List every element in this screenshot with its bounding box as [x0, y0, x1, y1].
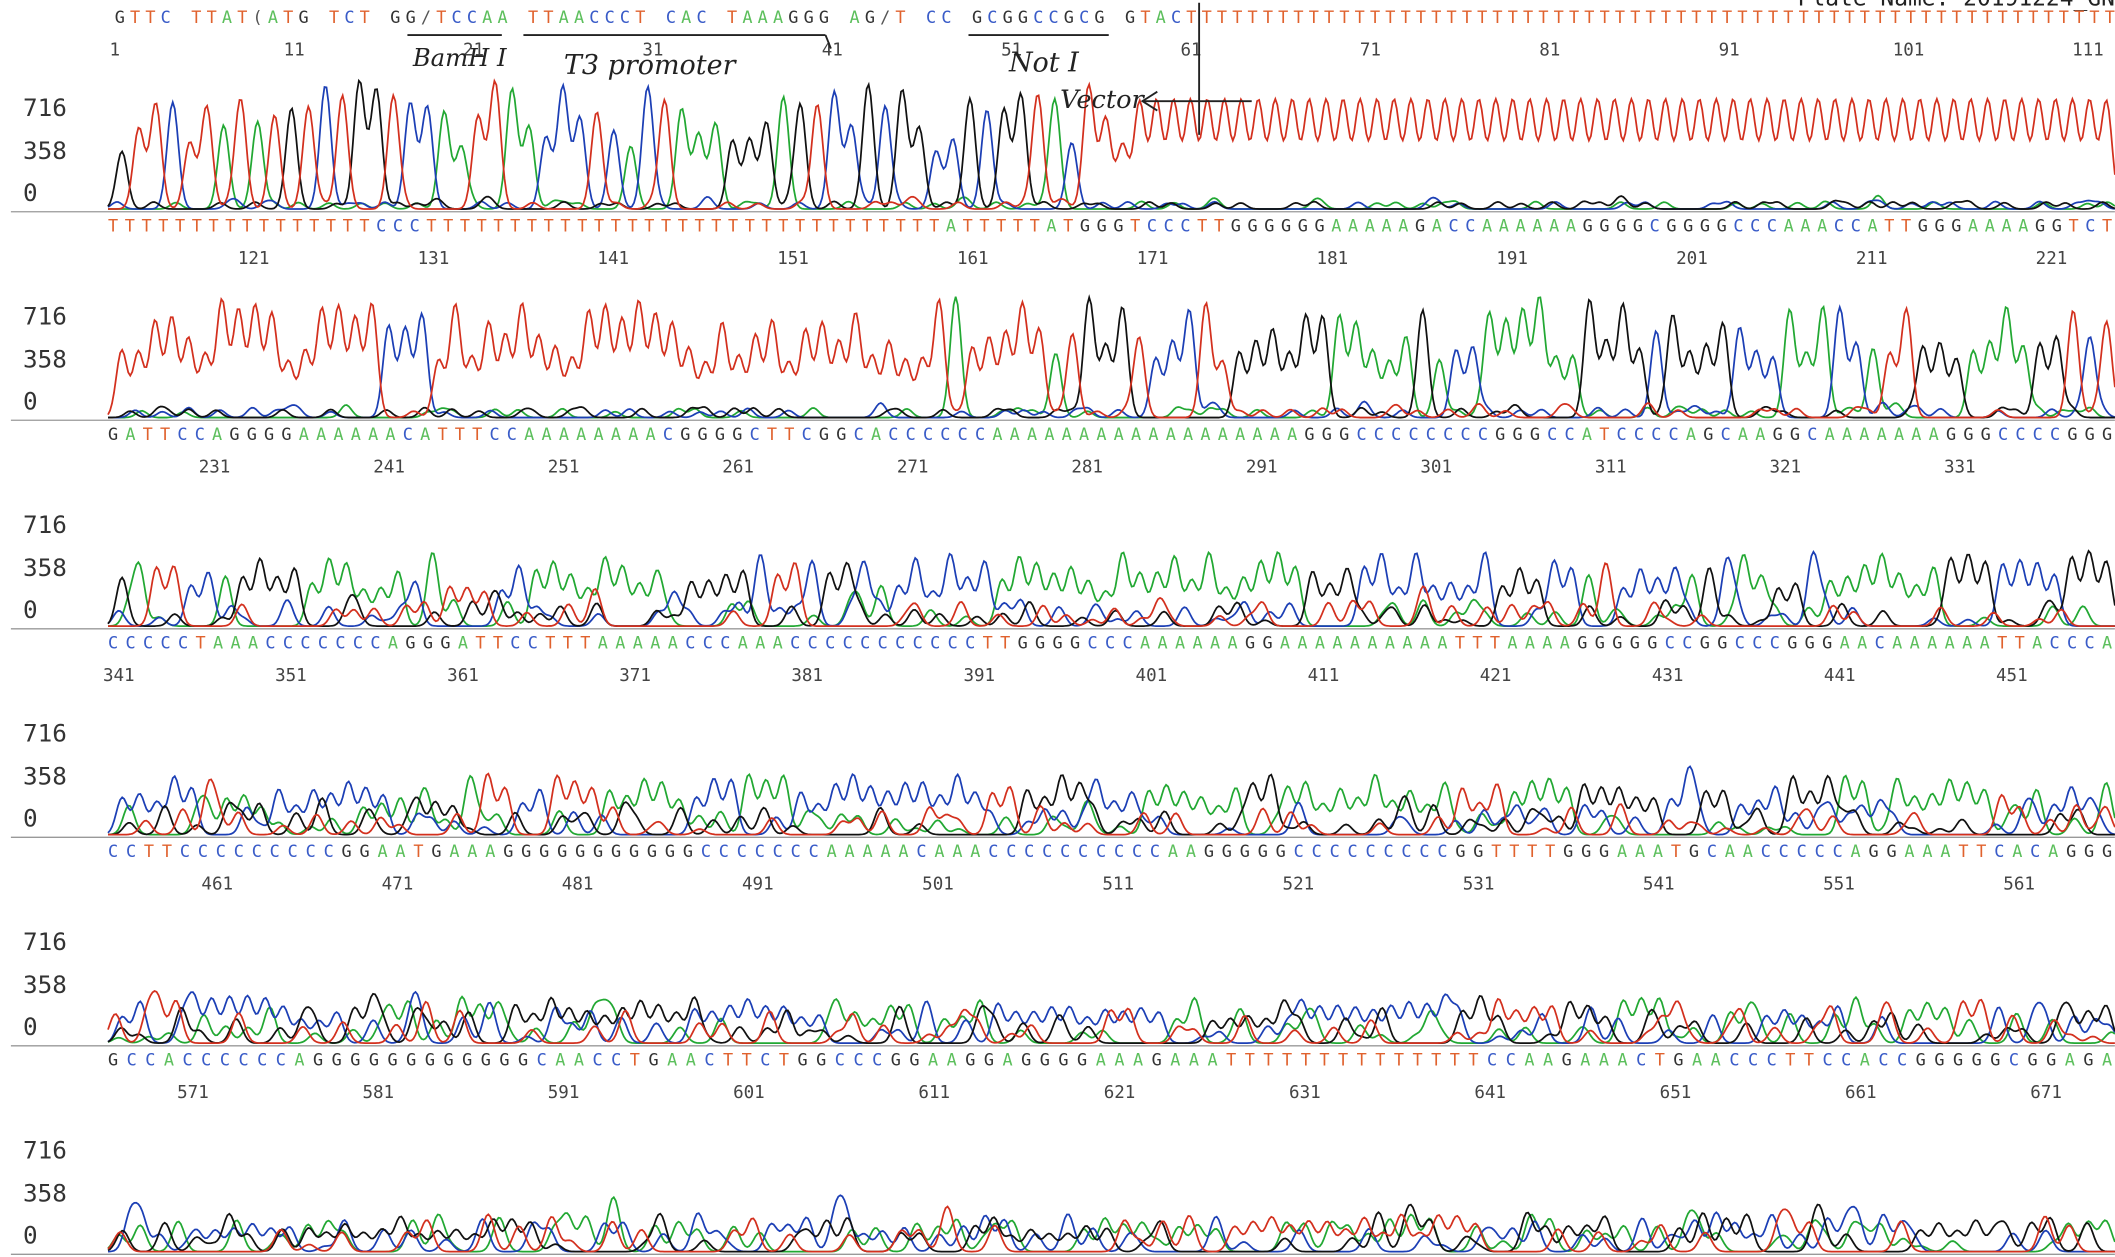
y-axis-label: 716 — [23, 927, 67, 956]
t3-label: T3 promoter — [564, 50, 738, 81]
position-label: 541 — [1643, 874, 1675, 894]
y-axis-label: 0 — [23, 1221, 38, 1250]
position-label: 671 — [2030, 1083, 2062, 1103]
bamhi-label: BamH I — [412, 43, 507, 72]
position-label: 621 — [1104, 1083, 1136, 1103]
position-label: 261 — [722, 457, 754, 477]
position-label: 311 — [1595, 457, 1627, 477]
position-label: 141 — [597, 249, 629, 269]
position-label: 451 — [1996, 666, 2028, 686]
position-label: 651 — [1660, 1083, 1692, 1103]
position-label: 561 — [2003, 874, 2035, 894]
y-axis-label: 358 — [23, 762, 67, 791]
y-axis-label: 716 — [23, 510, 67, 539]
position-label: 571 — [177, 1083, 209, 1103]
position-label: 431 — [1652, 666, 1684, 686]
position-label: 91 — [1719, 40, 1740, 60]
y-axis-label: 358 — [23, 553, 67, 582]
position-label: 131 — [418, 249, 450, 269]
y-axis-label: 358 — [23, 1179, 67, 1208]
position-label: 631 — [1289, 1083, 1321, 1103]
position-label: 391 — [963, 666, 995, 686]
position-label: 611 — [918, 1083, 950, 1103]
base-calls: GTTC TTAT(ATG TCT GG/TCCAA TTAACCCT CAC … — [115, 7, 2115, 27]
position-label: 491 — [742, 874, 774, 894]
position-label: 321 — [1769, 457, 1801, 477]
position-label: 371 — [619, 666, 651, 686]
position-label: 241 — [373, 457, 405, 477]
position-label: 191 — [1496, 249, 1528, 269]
y-axis-label: 0 — [23, 803, 38, 832]
position-label: 401 — [1136, 666, 1168, 686]
position-label: 171 — [1137, 249, 1169, 269]
chromatogram-page: Plate Name: 20191224_GN GTTC TTAT(ATG TC… — [0, 0, 2115, 1257]
position-label: 461 — [201, 874, 233, 894]
y-axis-label: 0 — [23, 178, 38, 207]
position-label: 81 — [1539, 40, 1560, 60]
position-label: 481 — [562, 874, 594, 894]
y-axis-label: 358 — [23, 136, 67, 165]
y-axis-label: 358 — [23, 345, 67, 374]
position-label: 71 — [1360, 40, 1381, 60]
y-axis-label: 0 — [23, 386, 38, 415]
position-label: 221 — [2036, 249, 2068, 269]
position-label: 471 — [382, 874, 414, 894]
position-label: 441 — [1824, 666, 1856, 686]
position-label: 301 — [1420, 457, 1452, 477]
position-label: 11 — [284, 40, 305, 60]
position-label: 281 — [1071, 457, 1103, 477]
noti-label: Not I — [1008, 47, 1080, 78]
position-label: 501 — [922, 874, 954, 894]
y-axis-label: 716 — [23, 302, 67, 331]
position-label: 411 — [1308, 666, 1340, 686]
position-label: 251 — [548, 457, 580, 477]
position-label: 601 — [733, 1083, 765, 1103]
position-label: 291 — [1246, 457, 1278, 477]
y-axis-label: 0 — [23, 595, 38, 624]
position-label: 421 — [1480, 666, 1512, 686]
position-label: 121 — [238, 249, 270, 269]
position-label: 181 — [1317, 249, 1349, 269]
position-label: 511 — [1102, 874, 1134, 894]
position-label: 151 — [777, 249, 809, 269]
position-label: 101 — [1893, 40, 1925, 60]
position-label: 231 — [199, 457, 231, 477]
position-label: 111 — [2072, 40, 2104, 60]
position-label: 271 — [897, 457, 929, 477]
y-axis-label: 0 — [23, 1012, 38, 1041]
position-label: 331 — [1944, 457, 1976, 477]
vector-label: Vector — [1060, 85, 1145, 115]
y-axis-label: 716 — [23, 719, 67, 748]
position-label: 551 — [1823, 874, 1855, 894]
position-label: 341 — [103, 666, 135, 686]
position-label: 531 — [1463, 874, 1495, 894]
position-label: 591 — [548, 1083, 580, 1103]
position-label: 661 — [1845, 1083, 1877, 1103]
y-axis-label: 716 — [23, 93, 67, 122]
position-label: 381 — [791, 666, 823, 686]
position-label: 641 — [1474, 1083, 1506, 1103]
y-axis-label: 358 — [23, 970, 67, 999]
position-label: 41 — [822, 40, 843, 60]
position-label: 211 — [1856, 249, 1888, 269]
position-label: 581 — [362, 1083, 394, 1103]
position-label: 351 — [275, 666, 307, 686]
position-label: 161 — [957, 249, 989, 269]
position-label: 1 — [109, 40, 120, 60]
position-label: 361 — [447, 666, 479, 686]
position-label: 521 — [1283, 874, 1315, 894]
position-label: 201 — [1676, 249, 1708, 269]
y-axis-label: 716 — [23, 1136, 67, 1165]
